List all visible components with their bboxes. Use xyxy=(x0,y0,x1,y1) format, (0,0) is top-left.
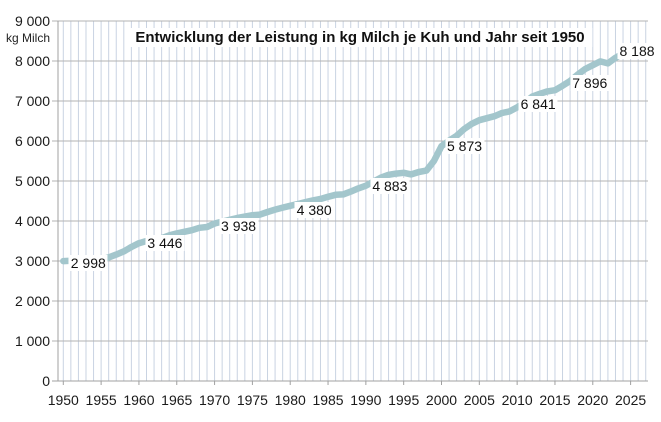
vertical-gridlines xyxy=(62,21,647,381)
x-tick-label: 1965 xyxy=(161,392,193,408)
y-tick-label: 2 000 xyxy=(14,293,50,309)
data-point-label: 6 841 xyxy=(518,96,558,113)
x-tick-label: 2005 xyxy=(463,392,495,408)
data-point-label: 3 938 xyxy=(219,218,259,235)
chart-title: Entwicklung der Leistung in kg Milch je … xyxy=(127,28,593,47)
y-tick-label: 8 000 xyxy=(14,53,50,69)
x-tick-label: 1990 xyxy=(350,392,382,408)
data-point-label: 3 446 xyxy=(145,235,185,252)
y-axis-unit-label: kg Milch xyxy=(5,31,50,45)
x-tick-label: 1975 xyxy=(236,392,268,408)
data-point-label: 4 883 xyxy=(370,177,410,194)
x-tick-label: 1950 xyxy=(47,392,79,408)
y-tick-label: 3 000 xyxy=(14,253,50,269)
data-point-label: 7 896 xyxy=(570,75,610,92)
x-tick-label: 1970 xyxy=(198,392,231,408)
x-tick-label: 2010 xyxy=(501,392,533,408)
x-tick-label: 2025 xyxy=(615,392,647,408)
y-tick-label: 4 000 xyxy=(14,213,50,229)
axis-tick-marks xyxy=(62,381,632,385)
y-tick-label: 5 000 xyxy=(14,173,50,189)
x-tick-label: 2000 xyxy=(425,392,458,408)
data-point-label: 8 188 xyxy=(617,43,657,60)
y-tick-label: 9 000 xyxy=(14,13,50,29)
y-tick-label: 0 xyxy=(42,373,50,389)
y-tick-label: 6 000 xyxy=(14,133,50,149)
data-point-label: 5 873 xyxy=(444,138,485,155)
y-tick-label: 1 000 xyxy=(14,333,50,349)
x-tick-label: 1980 xyxy=(274,392,306,408)
x-tick-label: 2020 xyxy=(577,392,609,408)
x-tick-label: 1955 xyxy=(85,392,117,408)
x-tick-label: 2015 xyxy=(539,392,571,408)
x-tick-label: 1995 xyxy=(388,392,420,408)
data-point-label: 4 380 xyxy=(294,201,334,218)
x-tick-label: 1960 xyxy=(123,392,155,408)
x-tick-label: 1985 xyxy=(312,392,344,408)
axis-lines xyxy=(52,21,648,382)
horizontal-gridlines xyxy=(52,20,648,342)
y-tick-label: 7 000 xyxy=(14,93,50,109)
data-point-label: 2 998 xyxy=(68,255,108,272)
